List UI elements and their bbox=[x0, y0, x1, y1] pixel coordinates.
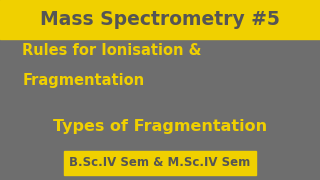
Text: Rules for Ionisation &: Rules for Ionisation & bbox=[22, 43, 202, 58]
Text: B.Sc.IV Sem & M.Sc.IV Sem: B.Sc.IV Sem & M.Sc.IV Sem bbox=[69, 156, 251, 169]
Text: Types of Fragmentation: Types of Fragmentation bbox=[53, 118, 267, 134]
Bar bbox=[0, 0, 320, 39]
Bar bbox=[64, 151, 256, 175]
Text: Mass Spectrometry #5: Mass Spectrometry #5 bbox=[40, 10, 280, 29]
Text: Fragmentation: Fragmentation bbox=[22, 73, 145, 89]
